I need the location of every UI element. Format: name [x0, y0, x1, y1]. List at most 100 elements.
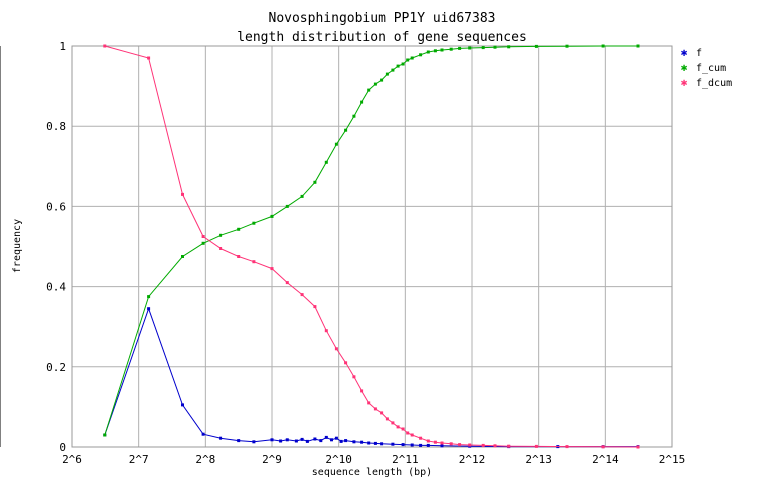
- x-tick-label: 2^14: [592, 453, 619, 466]
- data-point-f: [330, 438, 333, 442]
- data-point-f_dcum: [534, 444, 538, 448]
- data-point-f_dcum: [433, 440, 437, 444]
- data-point-f_cum: [426, 50, 430, 54]
- x-tick-label: 2^10: [325, 453, 352, 466]
- legend-item-f: ✱ f: [681, 46, 702, 59]
- x-tick-label: 2^15: [659, 453, 686, 466]
- plot-frame: [71, 45, 673, 448]
- y-tick-label: 0.2: [46, 361, 66, 374]
- data-point-f_dcum: [410, 433, 414, 437]
- data-point-f_dcum: [565, 445, 569, 449]
- data-point-f: [305, 439, 309, 443]
- data-point-f_dcum: [507, 444, 511, 448]
- data-point-f_dcum: [344, 361, 348, 365]
- legend-label: f_cum: [696, 63, 726, 74]
- data-point-f_cum: [391, 68, 395, 72]
- legend-item-f_dcum: ✱ f_dcum: [681, 76, 732, 89]
- data-point-f_cum: [507, 45, 511, 49]
- x-tick-label: 2^9: [262, 453, 282, 466]
- series-line-f: [104, 307, 638, 448]
- data-point-f_dcum: [468, 443, 472, 447]
- y-axis-label: frequency: [12, 219, 23, 273]
- x-tick-label: 2^13: [525, 453, 552, 466]
- data-point-f_dcum: [147, 56, 151, 60]
- x-tick-label: 2^11: [392, 453, 419, 466]
- legend-label: f: [696, 48, 702, 59]
- data-point-f_cum: [458, 46, 462, 50]
- data-point-f_cum: [147, 295, 151, 299]
- legend-marker: ✱: [681, 46, 688, 59]
- data-point-f_dcum: [449, 442, 453, 446]
- data-point-f_dcum: [313, 305, 317, 309]
- y-tick-label: 1: [59, 40, 66, 53]
- data-point-f_cum: [433, 49, 437, 53]
- legend: ✱ f✱ f_cum✱ f_dcum: [681, 46, 732, 89]
- data-point-f: [401, 443, 405, 447]
- y-tick-label: 0.4: [46, 281, 66, 294]
- data-point-f_cum: [360, 100, 364, 104]
- data-point-f: [380, 442, 384, 446]
- data-point-f_cum: [334, 142, 338, 146]
- data-point-f: [294, 439, 298, 443]
- data-point-f: [367, 441, 371, 445]
- legend-marker: ✱: [681, 61, 688, 74]
- data-point-f_cum: [285, 204, 289, 208]
- data-point-f_cum: [324, 160, 328, 164]
- data-point-f_dcum: [419, 436, 423, 440]
- data-point-f_dcum: [373, 407, 377, 411]
- data-point-f_dcum: [601, 445, 605, 449]
- data-point-f_cum: [237, 227, 241, 231]
- data-point-f: [319, 439, 323, 443]
- x-tick-labels: 2^6 2^7 2^8 2^9 2^10 2^11 2^12 2^13 2^14 2^15: [62, 453, 685, 466]
- data-point-f_cum: [406, 58, 410, 62]
- data-point-f_dcum: [352, 375, 356, 379]
- data-point-f: [360, 440, 364, 444]
- data-point-f_dcum: [385, 417, 389, 421]
- series-layer: [103, 44, 640, 449]
- data-point-f: [285, 438, 289, 442]
- data-point-f_cum: [493, 45, 497, 49]
- data-point-f_dcum: [201, 235, 205, 238]
- data-point-f_dcum: [103, 44, 107, 48]
- data-point-f: [237, 439, 241, 443]
- data-point-f_cum: [410, 56, 414, 60]
- data-point-f_dcum: [380, 411, 384, 415]
- data-point-f_dcum: [300, 293, 304, 297]
- data-point-f: [279, 439, 283, 443]
- data-point-f: [344, 439, 348, 443]
- data-point-f_cum: [601, 44, 605, 48]
- data-point-f: [219, 436, 223, 440]
- x-tick-label: 2^12: [459, 453, 486, 466]
- data-point-f_dcum: [324, 329, 328, 333]
- legend-item-f_cum: ✱ f_cum: [681, 61, 726, 74]
- y-tick-label: 0.8: [46, 120, 66, 133]
- legend-label: f_dcum: [696, 78, 732, 89]
- data-point-f_dcum: [391, 421, 395, 425]
- data-point-f: [324, 435, 328, 439]
- x-tick-label: 2^7: [129, 453, 149, 466]
- y-tick-label: 0: [59, 441, 66, 454]
- data-point-f_dcum: [481, 443, 485, 447]
- data-point-f: [252, 440, 256, 444]
- data-point-f_cum: [103, 433, 107, 437]
- series-f_cum: [103, 44, 640, 437]
- data-point-f_dcum: [406, 431, 410, 435]
- data-point-f_cum: [181, 255, 184, 258]
- data-point-f: [440, 444, 444, 448]
- data-point-f_cum: [313, 180, 317, 184]
- data-point-f: [270, 438, 274, 442]
- data-point-f: [334, 436, 338, 440]
- data-point-f_cum: [385, 72, 389, 76]
- data-point-f: [419, 443, 423, 447]
- data-point-f: [147, 307, 151, 311]
- data-point-f_dcum: [219, 247, 223, 250]
- data-point-f_dcum: [285, 281, 289, 285]
- data-point-f_cum: [401, 62, 405, 66]
- data-point-f_cum: [565, 44, 569, 48]
- chart-subtitle: length distribution of gene sequences: [237, 30, 527, 45]
- data-point-f_cum: [219, 233, 223, 237]
- grid: [72, 46, 672, 447]
- series-f_dcum: [103, 44, 640, 449]
- data-point-f: [391, 442, 395, 446]
- data-point-f: [373, 441, 377, 445]
